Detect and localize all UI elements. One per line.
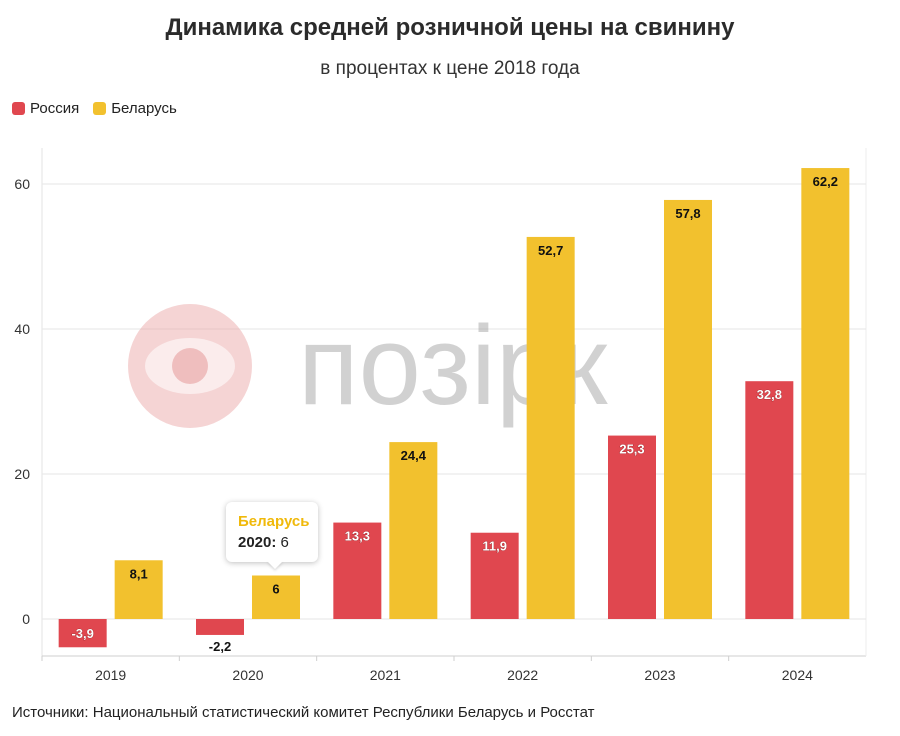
bar: [389, 442, 438, 619]
data-label: -2,2: [209, 639, 231, 654]
legend: Россия Беларусь: [12, 100, 177, 117]
x-tick-label: 2019: [95, 667, 126, 683]
axis-layer: 0 20 40 60 2019 2020 2021 2022 2023 2024: [14, 176, 813, 683]
chart-title: Динамика средней розничной цены на свини…: [165, 14, 735, 41]
tooltip-value: 6: [280, 534, 289, 551]
legend-swatch-russia: [12, 102, 25, 115]
bar: [608, 435, 656, 619]
bar: [58, 619, 107, 648]
bar: [470, 532, 519, 619]
x-tick-label: 2021: [370, 667, 401, 683]
tooltip-year: 2020:: [238, 534, 277, 551]
chart-canvas: позірк -3,98,1-2,2613,324,411,952,725,35…: [14, 148, 867, 683]
data-label: 8,1: [130, 566, 148, 581]
chart-subtitle: в процентах к цене 2018 года: [320, 58, 580, 79]
data-label: -3,9: [71, 626, 93, 641]
bar: [252, 575, 300, 619]
data-label: 32,8: [757, 387, 782, 402]
tooltip: Беларусь 2020: 6: [226, 502, 318, 562]
legend-item-belarus[interactable]: Беларусь: [93, 100, 177, 117]
bars-layer: [58, 168, 850, 648]
labels-layer: -3,9 8,1 -2,2 6 13,3 24,4 11,9 52,7 25,3 57,8 32,8…: [71, 174, 838, 654]
bar: [114, 560, 163, 619]
tooltip-line: 2020: 6: [238, 532, 306, 554]
data-label: 24,4: [401, 448, 427, 463]
legend-label-russia: Россия: [30, 100, 80, 117]
y-tick-label: 60: [14, 176, 30, 192]
data-label: 25,3: [619, 442, 644, 457]
source-note: Источники: Национальный статистический к…: [12, 704, 595, 721]
legend-swatch-belarus: [93, 102, 107, 115]
y-tick-label: 20: [14, 466, 30, 482]
x-tick-label: 2023: [644, 667, 675, 683]
watermark-logo-pupil: [172, 348, 208, 384]
tooltip-series: Беларусь: [238, 513, 310, 530]
data-label: 57,8: [675, 206, 700, 221]
legend-item-russia[interactable]: Россия: [12, 100, 79, 117]
x-tick-label: 2022: [507, 667, 538, 683]
bar: [196, 619, 244, 635]
bar: [664, 199, 712, 619]
y-tick-label: 40: [14, 321, 30, 337]
data-label: 52,7: [538, 243, 563, 258]
x-tick-label: 2024: [782, 667, 813, 683]
data-label: 62,2: [813, 174, 838, 189]
data-label: 13,3: [345, 529, 370, 544]
data-label: 6: [272, 582, 279, 597]
tooltip-arrow: [267, 561, 283, 569]
data-label: 11,9: [482, 539, 507, 554]
bar: [333, 522, 382, 619]
bar: [801, 168, 850, 620]
bar: [745, 381, 794, 619]
y-tick-label: 0: [22, 611, 30, 627]
bar: [526, 236, 575, 620]
x-tick-label: 2020: [232, 667, 263, 683]
legend-label-belarus: Беларусь: [111, 100, 177, 117]
